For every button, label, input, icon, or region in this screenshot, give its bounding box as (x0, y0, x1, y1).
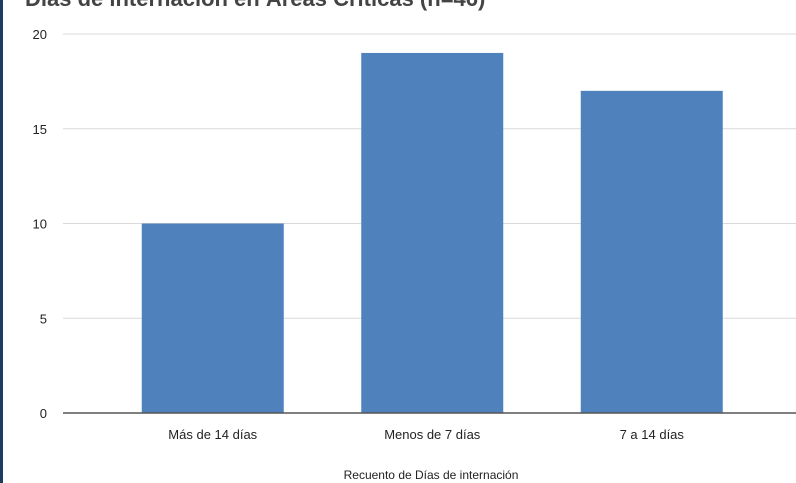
x-tick-label-1: Más de 14 días (168, 427, 257, 442)
bar-3 (580, 90, 723, 413)
x-tick-label-3: 7 a 14 días (620, 427, 685, 442)
x-tick-labels: Más de 14 días Menos de 7 días 7 a 14 días (168, 427, 684, 442)
chart-title: Días de internación en Áreas Críticas (n… (25, 0, 485, 12)
x-axis-title: Recuento de Días de internación (344, 468, 519, 482)
y-tick-label-5: 5 (40, 311, 47, 326)
bars (141, 52, 723, 413)
y-tick-label-20: 20 (33, 27, 47, 42)
bar-1 (141, 223, 284, 413)
y-tick-label-0: 0 (40, 406, 47, 421)
y-tick-label-10: 10 (33, 217, 47, 232)
y-tick-labels: 0 5 10 15 20 (33, 27, 47, 421)
x-tick-label-2: Menos de 7 días (384, 427, 481, 442)
bar-2 (361, 52, 504, 413)
y-tick-label-15: 15 (33, 122, 47, 137)
bar-chart: 0 5 10 15 20 Más de 14 días Menos de 7 días 7 … (33, 27, 796, 482)
